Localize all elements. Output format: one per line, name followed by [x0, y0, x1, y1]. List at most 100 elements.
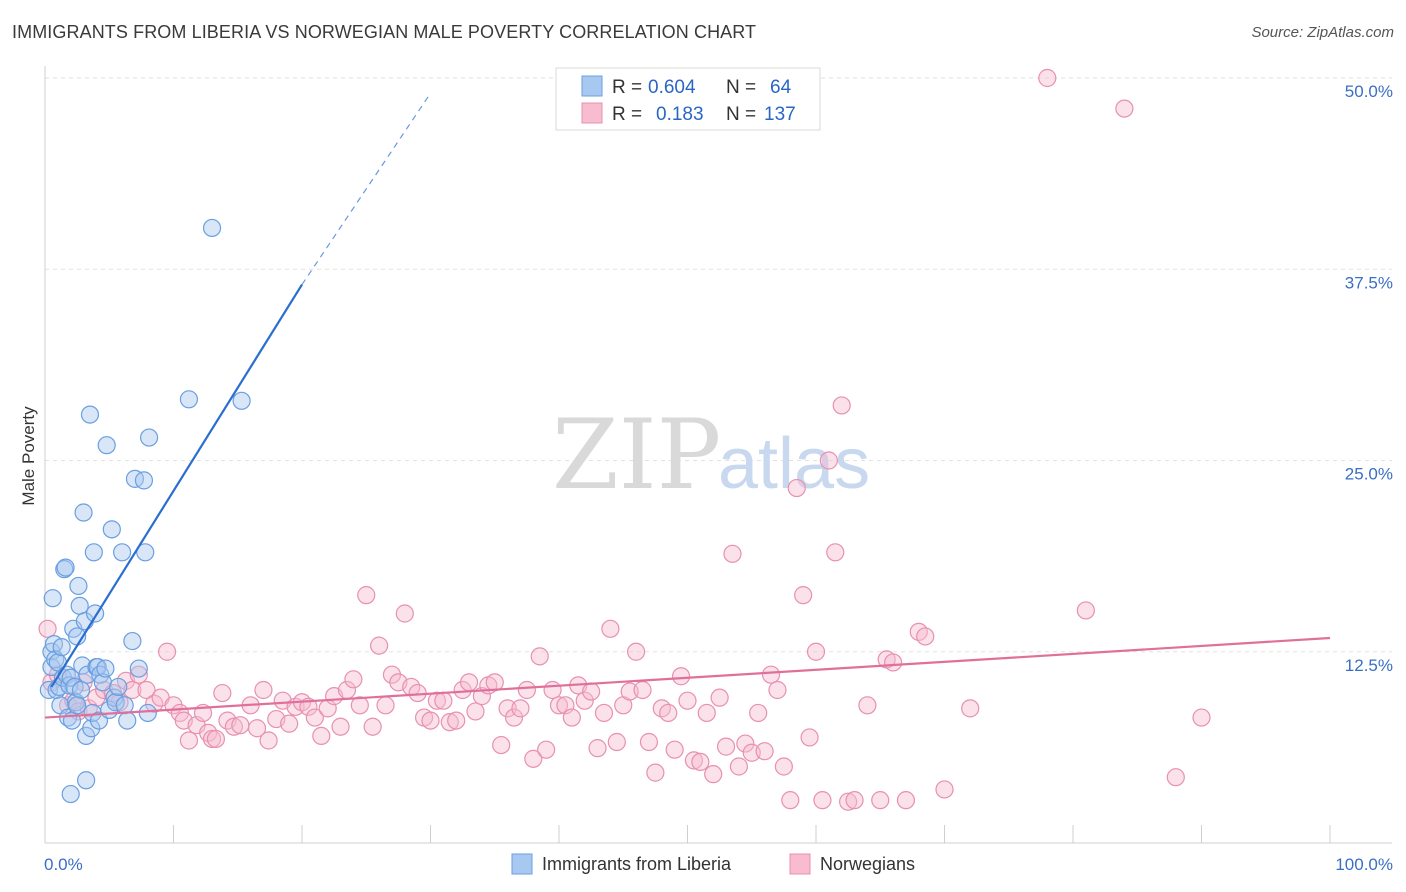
point-series-0-32	[82, 719, 101, 738]
point-series-1-119	[800, 728, 819, 747]
point-series-1-137	[1076, 601, 1095, 620]
point-series-1-0	[38, 619, 57, 638]
bottom-legend: Immigrants from Liberia Norwegians	[511, 853, 915, 875]
point-series-1-113	[761, 665, 781, 684]
point-series-1-82	[562, 708, 581, 727]
legend-swatch-norwegians	[581, 102, 603, 124]
point-series-0-54	[134, 471, 154, 490]
legend-n-label-norwegians: N =	[726, 104, 756, 125]
point-series-1-35	[259, 731, 278, 750]
point-series-1-92	[626, 642, 646, 661]
point-series-0-24	[70, 596, 89, 615]
point-series-1-95	[646, 763, 665, 782]
point-series-0-52	[125, 469, 145, 488]
point-series-0-55	[136, 543, 155, 562]
point-series-1-18	[157, 642, 177, 661]
point-series-1-71	[492, 735, 511, 755]
point-series-0-31	[80, 405, 100, 424]
point-series-1-93	[633, 680, 652, 700]
point-series-1-106	[716, 737, 736, 756]
point-series-1-128	[871, 791, 890, 810]
point-series-1-79	[543, 680, 562, 700]
point-series-1-112	[755, 742, 774, 761]
point-series-0-60	[232, 391, 251, 410]
watermark: ZIP atlas	[552, 399, 870, 511]
point-series-0-57	[139, 428, 159, 447]
point-series-0-23	[69, 576, 88, 596]
point-series-0-27	[74, 503, 93, 522]
point-series-1-49	[350, 696, 369, 715]
point-series-1-140	[1192, 708, 1211, 727]
bottom-legend-swatch-liberia	[511, 853, 533, 875]
point-series-1-109	[736, 734, 755, 753]
legend-swatch-liberia	[581, 75, 603, 97]
point-series-0-49	[115, 696, 134, 715]
point-series-1-27	[206, 729, 226, 749]
point-series-0-13	[56, 558, 75, 577]
point-series-1-126	[845, 791, 864, 810]
grid-lines	[45, 77, 1392, 653]
point-series-1-133	[916, 627, 935, 646]
point-series-1-75	[517, 680, 536, 700]
point-series-0-26	[73, 656, 92, 675]
point-series-1-14	[129, 665, 148, 684]
point-series-0-56	[138, 703, 157, 723]
point-series-1-70	[485, 673, 504, 692]
point-series-1-66	[459, 673, 479, 692]
point-series-1-84	[575, 691, 594, 710]
point-series-1-64	[447, 711, 466, 730]
point-series-1-134	[935, 780, 954, 799]
point-series-1-51	[363, 717, 382, 736]
point-series-1-102	[691, 752, 710, 772]
point-series-1-127	[858, 696, 877, 715]
point-series-1-67	[466, 702, 485, 721]
bottom-legend-label-norwegians: Norwegians	[820, 854, 915, 874]
point-series-1-77	[530, 647, 549, 666]
point-series-1-103	[697, 703, 716, 723]
data-points	[38, 68, 1211, 811]
point-series-1-123	[826, 543, 845, 562]
point-series-1-89	[607, 732, 626, 752]
trend-line-series-1	[44, 636, 1331, 719]
point-series-1-34	[254, 680, 273, 700]
point-series-1-136	[1038, 68, 1057, 88]
point-series-1-63	[440, 713, 459, 732]
point-series-1-97	[659, 703, 678, 723]
point-series-1-99	[671, 667, 691, 686]
point-series-1-26	[202, 729, 222, 749]
point-series-1-28	[213, 683, 232, 703]
bottom-legend-swatch-norwegians	[789, 853, 811, 875]
point-series-1-86	[588, 739, 607, 758]
point-series-1-120	[806, 642, 826, 661]
legend-n-value-norwegians: 137	[764, 104, 796, 125]
point-series-1-116	[781, 791, 800, 810]
axes	[44, 66, 1392, 844]
point-series-1-108	[729, 757, 749, 776]
point-series-1-139	[1166, 768, 1185, 787]
point-series-1-68	[472, 687, 491, 706]
point-series-1-50	[357, 586, 376, 605]
point-series-1-131	[896, 791, 916, 810]
y-tick-labels: 12.5% 25.0% 37.5% 50.0%	[1345, 82, 1393, 675]
y-tick-label-0: 12.5%	[1345, 656, 1393, 675]
point-series-0-25	[71, 680, 91, 700]
point-series-1-73	[504, 708, 524, 727]
point-series-1-117	[787, 478, 806, 498]
point-series-0-10	[52, 638, 71, 657]
point-series-1-76	[524, 749, 543, 768]
y-tick-label-2: 37.5%	[1345, 273, 1393, 292]
point-series-1-38	[280, 714, 299, 733]
x-tick-label-max: 100.0%	[1335, 855, 1393, 874]
legend-r-value-liberia: 0.604	[648, 77, 696, 98]
point-series-1-124	[832, 396, 851, 415]
trend-line-series-0	[50, 283, 303, 688]
point-series-1-88	[601, 619, 620, 638]
point-series-1-96	[652, 699, 671, 718]
point-series-0-3	[43, 589, 62, 608]
point-series-1-94	[639, 732, 659, 752]
point-series-1-46	[331, 717, 350, 736]
point-series-0-51	[123, 631, 142, 651]
bottom-legend-label-liberia: Immigrants from Liberia	[542, 854, 732, 874]
point-series-1-13	[123, 680, 142, 700]
